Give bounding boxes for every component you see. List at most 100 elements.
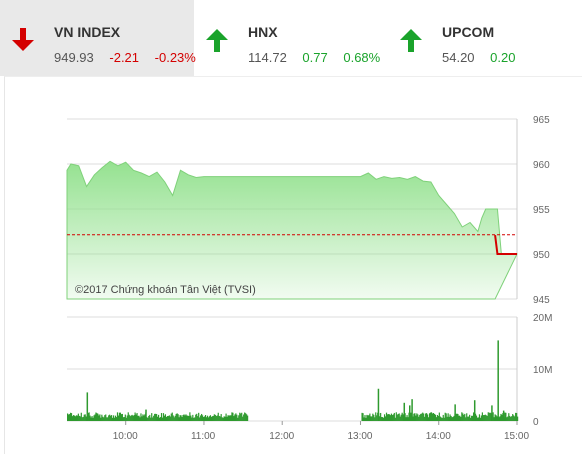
volume-bar: [244, 412, 246, 421]
volume-bar: [102, 416, 104, 421]
volume-bar: [247, 415, 249, 421]
volume-bar: [117, 415, 120, 421]
volume-bar: [411, 399, 413, 421]
volume-bar: [372, 413, 374, 421]
volume-bar: [178, 417, 180, 421]
tab-upcom[interactable]: UPCOM 54.20 0.20: [388, 0, 582, 76]
volume-bar: [498, 417, 500, 421]
volume-bar: [481, 412, 483, 421]
volume-bar: [85, 416, 87, 421]
volume-bar: [500, 413, 502, 421]
volume-bar: [368, 415, 370, 421]
volume-bar: [242, 416, 244, 421]
volume-bar: [186, 415, 188, 421]
x-tick-label: 13:00: [347, 431, 372, 442]
volume-bar: [155, 413, 157, 421]
volume-bar: [202, 415, 204, 421]
tab-name: UPCOM: [442, 24, 495, 40]
volume-bar: [211, 416, 213, 421]
volume-bar: [495, 415, 497, 421]
volume-bar: [513, 415, 515, 421]
volume-bar: [243, 414, 245, 421]
volume-bar: [126, 415, 128, 421]
volume-bar: [404, 413, 406, 421]
volume-bar: [174, 415, 176, 421]
tab-name: HNX: [248, 24, 278, 40]
volume-bar: [374, 417, 376, 421]
volume-bar: [506, 417, 508, 421]
volume-bar: [162, 413, 165, 421]
volume-bar: [472, 412, 475, 421]
volume-bar: [176, 413, 178, 421]
volume-bar: [148, 415, 150, 421]
volume-bar: [433, 413, 436, 421]
tab-vn-index[interactable]: VN INDEX 949.93 -2.21 -0.23%: [0, 0, 196, 76]
volume-bar: [517, 416, 519, 421]
volume-bar: [415, 415, 417, 421]
volume-bar: [69, 412, 72, 421]
volume-bar: [154, 413, 156, 421]
chart-watermark: ©2017 Chứng khoán Tân Việt (TVSI): [75, 284, 256, 296]
volume-bar: [441, 417, 443, 421]
volume-bar: [218, 415, 220, 421]
volume-bar: [216, 415, 218, 421]
volume-bar: [207, 417, 210, 421]
volume-bar: [125, 417, 127, 421]
volume-bar: [422, 412, 424, 421]
volume-bar: [96, 413, 98, 421]
volume-bar: [239, 412, 241, 421]
volume-bar: [391, 415, 393, 421]
volume-bar: [448, 416, 450, 421]
volume-bar: [454, 404, 456, 421]
volume-bar: [432, 412, 435, 421]
volume-bar: [83, 414, 85, 421]
volume-bar: [120, 414, 123, 421]
volume-bar: [474, 413, 477, 421]
tab-hnx[interactable]: HNX 114.72 0.77 0.68%: [194, 0, 388, 76]
volume-bar: [210, 416, 213, 421]
volume-bar: [124, 414, 126, 421]
volume-bar: [473, 400, 476, 421]
volume-bar: [142, 414, 144, 421]
volume-bar: [493, 417, 495, 421]
volume-bar: [456, 413, 458, 421]
volume-bar: [419, 414, 421, 421]
volume-bar: [206, 415, 209, 421]
volume-bar: [516, 412, 518, 421]
volume-bar: [187, 415, 189, 421]
volume-bar: [444, 412, 446, 421]
volume-bar: [173, 417, 175, 421]
volume-bar: [181, 416, 183, 421]
volume-bar: [141, 416, 143, 421]
volume-bar: [158, 417, 161, 421]
volume-bar: [196, 413, 198, 421]
volume-bar: [501, 414, 503, 421]
volume-bar: [505, 412, 507, 421]
volume-bar: [137, 415, 139, 421]
volume-bar: [462, 413, 464, 421]
volume-bar: [494, 414, 496, 421]
tab-name: VN INDEX: [54, 24, 121, 40]
volume-bar: [477, 417, 480, 421]
volume-bar: [84, 414, 86, 421]
x-tick-label: 12:00: [269, 431, 294, 442]
volume-bar: [442, 414, 444, 421]
volume-bar: [179, 415, 181, 421]
volume-bar: [212, 415, 214, 421]
x-tick-label: 11:00: [191, 431, 216, 442]
arrow-up-icon: [398, 28, 424, 57]
volume-bar: [491, 405, 493, 421]
volume-bar: [177, 414, 179, 421]
volume-bar: [157, 416, 159, 421]
tab-values: 54.20 0.20: [442, 50, 527, 65]
volume-bar: [471, 415, 473, 421]
volume-bar: [362, 413, 364, 421]
volume-bar: [392, 414, 394, 421]
volume-bar: [370, 416, 372, 421]
volume-bar: [436, 414, 438, 421]
volume-bar: [215, 416, 217, 421]
tab-values: 949.93 -2.21 -0.23%: [54, 50, 208, 65]
y-tick-label: 960: [533, 160, 550, 171]
volume-bar: [209, 415, 212, 421]
y-tick-label: 950: [533, 250, 550, 261]
